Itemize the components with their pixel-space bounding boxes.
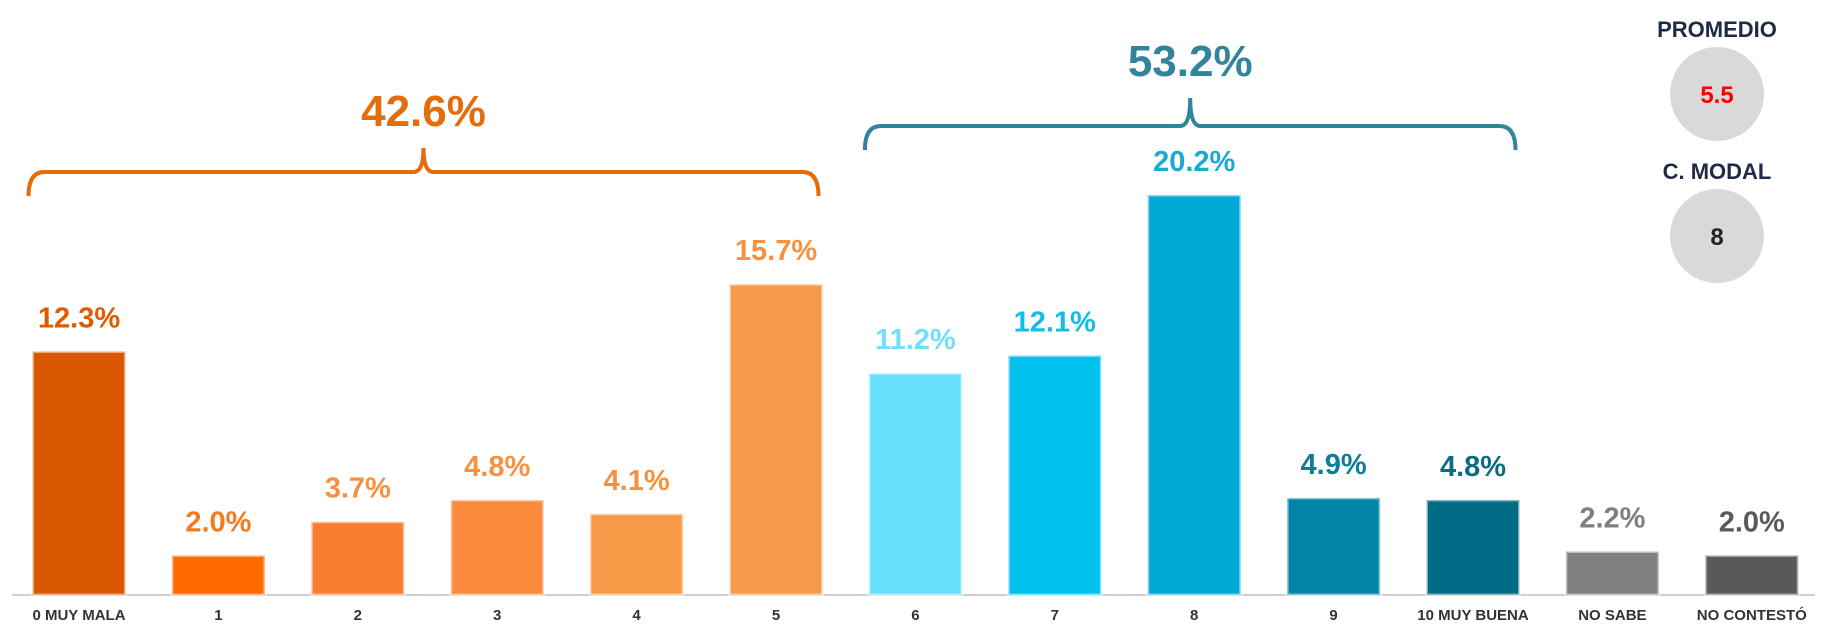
value-label: 20.2% [1153, 146, 1235, 178]
stat-value: 8 [1710, 224, 1723, 251]
value-label: 2.2% [1579, 502, 1645, 534]
x-tick-label: 0 MUY MALA [32, 607, 125, 624]
value-label: 11.2% [875, 324, 956, 356]
bar [1564, 549, 1661, 597]
x-tick-label: 3 [493, 607, 501, 624]
bar [31, 349, 127, 597]
x-tick-label: 7 [1051, 607, 1059, 624]
bar [588, 512, 685, 597]
bar [1146, 193, 1243, 597]
stat-circle [1670, 47, 1764, 141]
bar [1006, 353, 1103, 597]
x-tick-label: 5 [772, 607, 780, 624]
bar [1285, 496, 1382, 597]
stat-value: 5.5 [1700, 82, 1733, 109]
value-label: 4.1% [604, 465, 670, 497]
x-tick-label: 10 MUY BUENA [1417, 607, 1529, 624]
value-label: 4.8% [464, 451, 530, 483]
value-label: 12.3% [38, 302, 120, 334]
bar [1425, 498, 1521, 597]
bracket [862, 97, 1518, 151]
bar [728, 282, 824, 597]
x-tick-label: 8 [1190, 607, 1198, 624]
value-label: 4.8% [1440, 451, 1506, 483]
x-tick-label: 2 [354, 607, 362, 624]
group-total: 42.6% [361, 87, 486, 136]
bar [867, 371, 964, 597]
stat-circle [1670, 189, 1764, 283]
stat-label: C. MODAL [1663, 159, 1772, 184]
value-label: 15.7% [735, 235, 817, 267]
x-tick-label: 4 [632, 607, 641, 624]
bar [309, 520, 406, 597]
bar [449, 498, 546, 597]
x-tick-label: 6 [911, 607, 919, 624]
x-tick-label: 9 [1329, 607, 1337, 624]
stat-label: PROMEDIO [1657, 17, 1777, 42]
group-total: 53.2% [1128, 37, 1253, 86]
value-label: 12.1% [1014, 306, 1096, 338]
value-label: 3.7% [325, 473, 391, 505]
x-tick-label: NO CONTESTÓ [1697, 606, 1807, 624]
x-tick-label: 1 [214, 607, 222, 624]
bracket [26, 147, 821, 197]
bar [170, 553, 267, 597]
value-label: 2.0% [1719, 506, 1785, 538]
bar [1703, 553, 1800, 597]
x-tick-label: NO SABE [1578, 607, 1646, 624]
value-label: 4.9% [1301, 449, 1367, 481]
value-label: 2.0% [185, 506, 251, 538]
